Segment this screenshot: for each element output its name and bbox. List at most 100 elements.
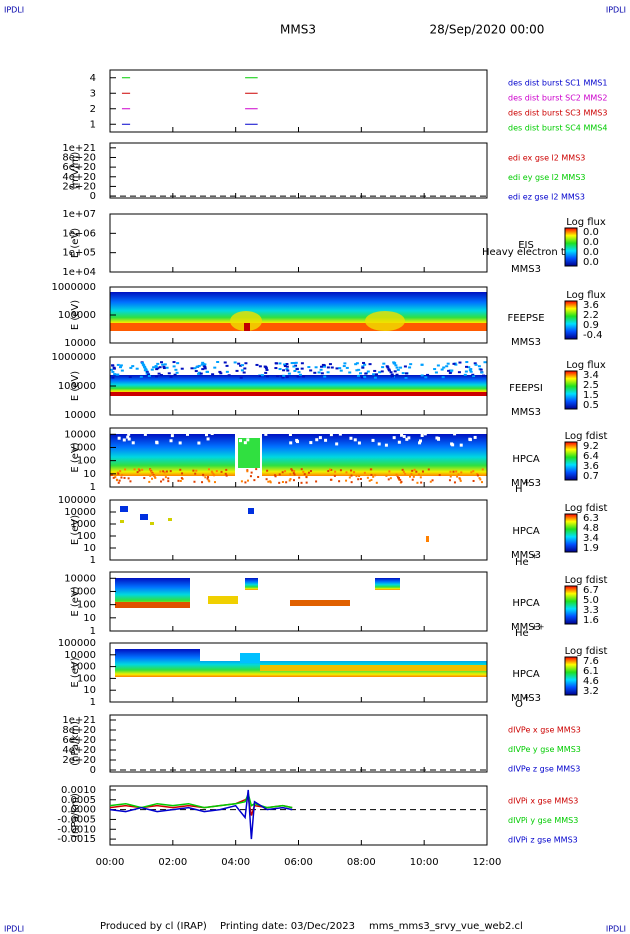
- spectrogram-image: [292, 472, 295, 475]
- colorbar-tick-label: 0.0: [583, 227, 599, 238]
- spectrogram-image: [139, 375, 143, 378]
- spectrogram-image: [288, 479, 291, 482]
- spectrogram-image: [350, 469, 353, 472]
- y-axis-label: (mV/m): [70, 152, 81, 190]
- spectrogram-image: [167, 480, 170, 483]
- spectrogram-image: [197, 371, 201, 374]
- y-tick-label: 100: [77, 456, 96, 467]
- spacecraft-label: MMS3: [511, 693, 541, 704]
- spectrogram-image: [357, 441, 361, 445]
- spectrogram-image: [357, 368, 361, 371]
- spectrogram-image: [328, 363, 332, 366]
- spectrogram-image: [300, 367, 304, 370]
- spectrogram-image: [110, 292, 487, 326]
- colorbar-tick-label: 3.2: [583, 686, 599, 697]
- colorbar-tick-label: 2.5: [583, 380, 599, 391]
- spacecraft-label: MMS3: [511, 622, 541, 633]
- spectrogram-image: [210, 432, 214, 436]
- spectrogram-image: [375, 578, 400, 590]
- spectrogram-image: [481, 468, 484, 471]
- y-tick-label: 100000: [58, 310, 96, 321]
- spectrogram-image: [225, 370, 229, 373]
- spectrogram-image: [154, 476, 157, 479]
- spectrogram-image: [265, 368, 269, 371]
- spectrogram-image: [180, 477, 183, 480]
- spectrogram-image: [338, 432, 342, 436]
- spectrogram-image: [431, 479, 434, 482]
- spectrogram-image: [205, 370, 209, 373]
- spectrogram-image: [470, 471, 473, 474]
- colorbar-tick-label: -0.4: [583, 330, 603, 341]
- spectrogram-image: [200, 363, 204, 366]
- spectrogram-image: [285, 365, 289, 368]
- spectrogram-image: [381, 366, 385, 369]
- spectrogram-image: [420, 433, 424, 437]
- y-tick-label: 1: [90, 626, 96, 637]
- spectrogram-image: [150, 368, 154, 371]
- colorbar-tick-label: 3.6: [583, 300, 599, 311]
- legend-label: dIVPe y gse MMS3: [508, 745, 581, 754]
- y-tick-label: 6e+20: [62, 162, 96, 173]
- spectrogram-image: [179, 479, 182, 482]
- spectrogram-image: [459, 479, 462, 482]
- spectrogram-image: [206, 437, 210, 441]
- spectrogram-image: [153, 474, 156, 477]
- colorbar-tick-label: 0.0: [583, 257, 599, 268]
- spectrogram-image: [203, 367, 207, 370]
- colorbar: [564, 441, 578, 481]
- spectrogram-image: [317, 371, 321, 374]
- footer-producer: Produced by cl (IRAP): [100, 921, 207, 932]
- colorbar-tick-label: 4.6: [583, 676, 599, 687]
- spectrogram-image: [408, 366, 412, 369]
- spectrogram-image: [378, 371, 382, 374]
- spectrogram-image: [473, 362, 477, 365]
- spectrogram-image: [482, 374, 486, 377]
- spectrogram-image: [442, 366, 446, 369]
- y-tick-label: -0.0005: [57, 814, 96, 825]
- colorbar: [564, 300, 578, 340]
- y-tick-label: 0: [90, 765, 96, 776]
- y-tick-label: -0.0015: [57, 834, 96, 845]
- spectrogram-image: [290, 600, 350, 606]
- spectrogram-image: [404, 376, 408, 379]
- y-tick-label: 100: [77, 531, 96, 542]
- spectrogram-image: [119, 364, 123, 367]
- spectrogram-image: [278, 362, 282, 365]
- spectrogram-image: [411, 478, 414, 481]
- y-tick-label: 1: [90, 119, 96, 130]
- spectrogram-image: [314, 366, 318, 369]
- legend-label: edi ey gse l2 MMS3: [508, 173, 586, 182]
- spectrogram-image: [323, 375, 327, 378]
- spectrogram-image: [162, 470, 165, 473]
- spectrogram-image: [361, 366, 365, 369]
- spectrogram-image: [395, 366, 399, 369]
- spectrogram-image: [335, 442, 339, 446]
- spectrogram-image: [211, 471, 214, 474]
- spectrogram-image: [449, 475, 452, 478]
- spectrogram-image: [333, 474, 336, 477]
- spectrogram-image: [149, 474, 152, 477]
- spectrogram-image: [246, 469, 249, 472]
- spectrogram-image: [436, 364, 440, 367]
- spectrogram-image: [349, 436, 353, 440]
- spectrogram-image: [244, 481, 247, 484]
- spectrogram-image: [416, 481, 419, 484]
- spectrogram-image: [283, 363, 287, 366]
- spectrogram-image: [326, 366, 330, 369]
- spectrogram-image: [449, 370, 453, 373]
- spectrogram-image: [298, 476, 301, 479]
- spectrogram-image: [149, 468, 152, 471]
- spectrogram-image: [110, 323, 487, 331]
- spectrogram-image: [369, 468, 372, 471]
- colorbar-title: Log fdist: [565, 646, 608, 657]
- spectrogram-image: [437, 437, 441, 441]
- spectrogram-image: [468, 438, 472, 442]
- spectrogram-image: [418, 439, 422, 443]
- x-tick-label: 02:00: [158, 857, 187, 868]
- spectrogram-image: [300, 362, 304, 365]
- y-axis-label: E (eV): [70, 228, 81, 258]
- spacecraft-label: MMS3: [511, 264, 541, 275]
- legend-label: des dist burst SC2 MMS2: [508, 94, 607, 103]
- instrument-label: HPCA: [512, 526, 540, 537]
